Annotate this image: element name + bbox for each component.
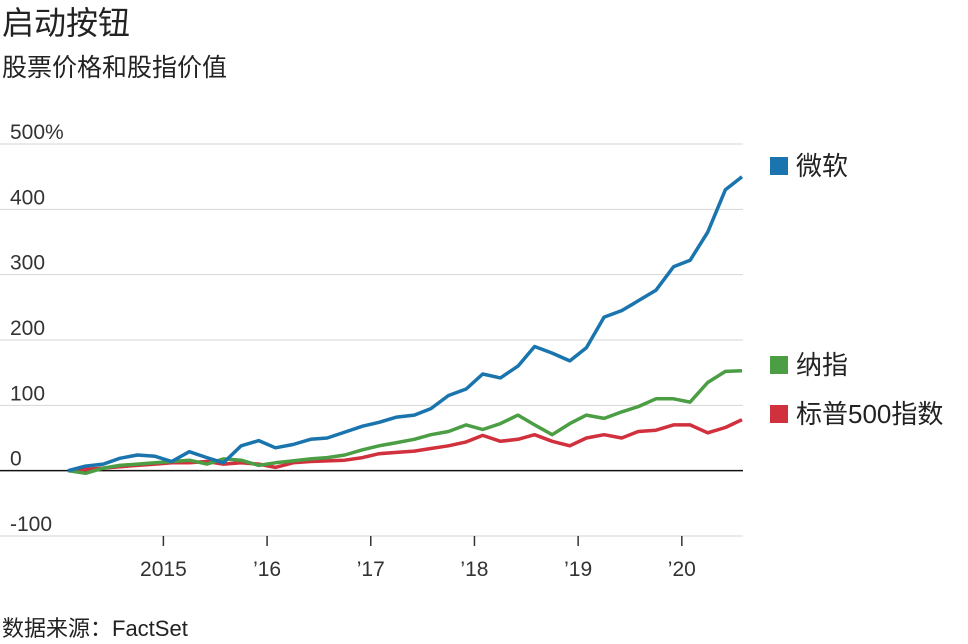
x-tick-label: ’17 — [357, 558, 385, 581]
y-tick-label: 400 — [10, 186, 45, 209]
chart-subtitle: 股票价格和股指价值 — [2, 54, 227, 82]
legend-label: 标普500指数 — [796, 399, 943, 429]
legend-label: 纳指 — [796, 350, 848, 380]
legend-swatch — [770, 157, 788, 175]
chart-title: 启动按钮 — [2, 5, 130, 41]
y-tick-label: 200 — [10, 317, 45, 340]
source: 数据来源：FactSet — [2, 616, 188, 641]
x-tick-label: ’20 — [668, 558, 696, 581]
x-tick-label: ’16 — [253, 558, 281, 581]
x-tick-label: ’18 — [460, 558, 488, 581]
legend-swatch — [770, 356, 788, 374]
y-tick-label: 0 — [10, 448, 22, 471]
y-tick-label: -100 — [10, 513, 52, 536]
series-line — [67, 368, 743, 476]
legend-label: 微软 — [796, 151, 848, 181]
y-tick-label: 300 — [10, 252, 45, 275]
legend-swatch — [770, 405, 788, 423]
series-line — [67, 175, 744, 473]
x-tick-label: ’19 — [564, 558, 592, 581]
x-tick-label: 2015 — [140, 558, 187, 581]
y-tick-label: 500% — [10, 121, 64, 144]
series-line — [67, 418, 743, 473]
y-tick-label: 100 — [10, 382, 45, 405]
